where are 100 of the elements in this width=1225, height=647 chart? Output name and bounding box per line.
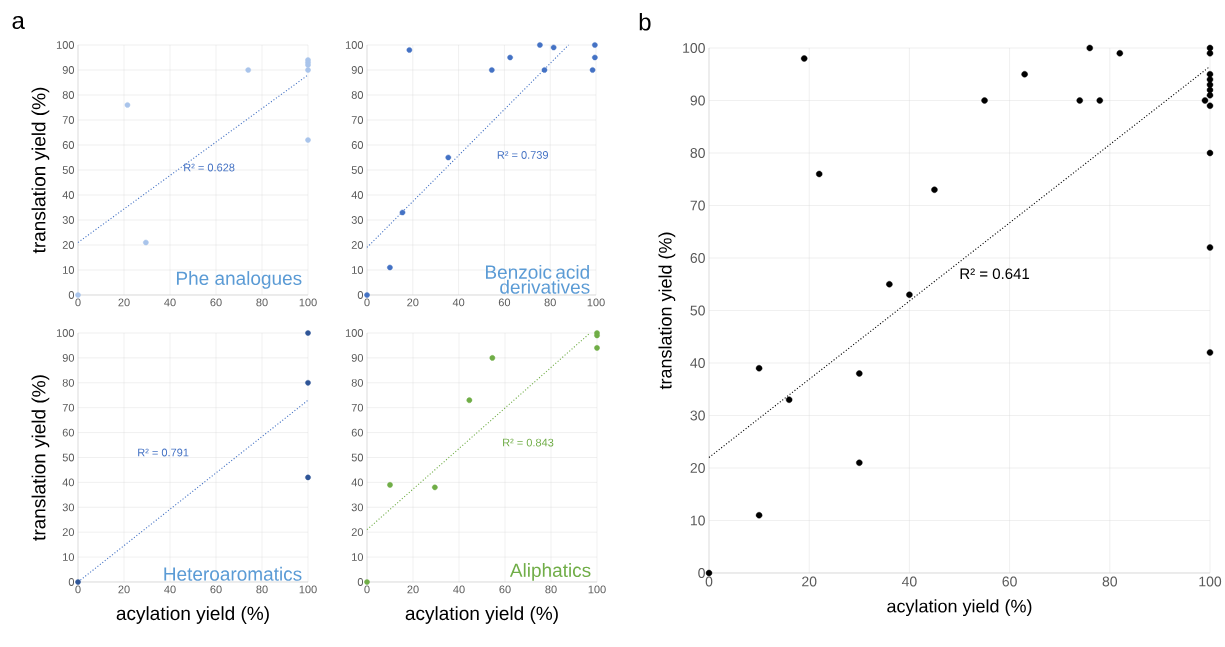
y-tick-label: 90 (62, 66, 75, 74)
y-tick-label: 100 (683, 43, 705, 53)
y-tick-label: 60 (351, 428, 364, 437)
text: b (639, 12, 651, 31)
x-tick-label: 40 (453, 585, 465, 594)
x-tick-label: 60 (498, 298, 511, 307)
x-tick-label: 100 (1199, 576, 1222, 587)
y-tick-label: 50 (690, 305, 705, 316)
y-tick-label: 70 (62, 403, 75, 412)
y-tick-label: 40 (351, 191, 364, 199)
y-tick-label: 20 (351, 528, 364, 537)
y-tick-label: 70 (351, 403, 364, 412)
y-tick-label: 80 (62, 378, 75, 387)
y-tick-label: 50 (62, 166, 75, 174)
y-tick-label: 10 (63, 553, 75, 561)
x-tick-label: 100 (299, 298, 317, 307)
y-tick-label: 100 (56, 41, 75, 49)
x-axis-title: acylation yield (%) (405, 606, 558, 624)
x-tick-label: 40 (164, 585, 176, 594)
x-tick-label: 0 (705, 576, 713, 587)
y-tick-label: 10 (352, 266, 364, 274)
y-tick-label: 40 (351, 478, 364, 487)
y-tick-label: 10 (63, 266, 75, 274)
x-tick-label: 60 (210, 298, 222, 307)
y-tick-label: 30 (62, 216, 75, 224)
x-tick-label: 80 (1102, 576, 1118, 587)
annotation: Phe analogues (176, 271, 302, 289)
y-tick-label: 80 (62, 91, 75, 99)
annotation: R² = 0.628 (184, 163, 235, 172)
x-axis-title: acylation yield (%) (887, 599, 1032, 617)
y-tick-label: 50 (351, 166, 364, 174)
y-tick-label: 60 (62, 141, 75, 149)
x-tick-label: 20 (407, 298, 419, 307)
y-tick-label: 70 (62, 116, 75, 124)
y-tick-label: 60 (62, 428, 75, 437)
y-tick-label: 50 (62, 453, 75, 462)
x-tick-label: 0 (364, 298, 370, 307)
annotation: R² = 0.843 (503, 438, 554, 447)
y-tick-label: 80 (690, 148, 705, 158)
x-tick-label: 80 (256, 585, 268, 594)
x-tick-label: 20 (118, 585, 130, 594)
annotation: R² = 0.739 (497, 151, 549, 159)
x-tick-label: 60 (1002, 576, 1017, 587)
y-tick-label: 0 (68, 291, 75, 299)
y-tick-label: 100 (56, 329, 75, 337)
y-tick-label: 20 (690, 463, 705, 473)
y-tick-label: 60 (690, 253, 705, 263)
y-tick-label: 90 (690, 95, 705, 106)
y-tick-label: 10 (352, 553, 364, 561)
x-tick-label: 0 (75, 585, 81, 594)
x-tick-label: 20 (407, 585, 419, 594)
y-tick-label: 40 (62, 478, 75, 487)
y-tick-label: 100 (345, 41, 364, 49)
x-axis-title: acylation yield (%) (116, 606, 269, 624)
x-tick-label: 40 (452, 298, 465, 307)
x-tick-label: 80 (545, 585, 557, 594)
y-tick-label: 80 (351, 378, 364, 387)
y-tick-label: 30 (351, 216, 364, 224)
y-tick-label: 20 (62, 241, 75, 249)
y-axis-title: translation yield (%) (31, 87, 50, 254)
x-tick-label: 20 (802, 576, 817, 587)
x-tick-label: 60 (499, 585, 511, 594)
x-tick-label: 80 (256, 298, 268, 307)
y-tick-label: 30 (62, 503, 75, 512)
y-tick-label: 100 (345, 329, 364, 337)
x-tick-label: 40 (901, 576, 917, 587)
y-tick-label: 40 (62, 191, 75, 199)
y-tick-label: 0 (698, 568, 705, 578)
y-tick-label: 80 (351, 91, 364, 99)
y-tick-label: 90 (351, 66, 364, 74)
y-axis-title: translation yield (%) (658, 232, 676, 390)
y-tick-label: 10 (690, 515, 705, 526)
annotation: R² = 0.641 (960, 268, 1030, 280)
x-tick-label: 0 (75, 298, 81, 307)
y-tick-label: 30 (351, 503, 364, 512)
y-tick-label: 70 (690, 200, 705, 211)
x-tick-label: 0 (364, 585, 370, 594)
annotation: Heteroaromatics (164, 566, 302, 581)
x-tick-label: 60 (210, 585, 222, 594)
y-tick-label: 0 (357, 291, 364, 299)
y-tick-label: 60 (351, 141, 364, 149)
y-tick-label: 90 (351, 354, 364, 362)
x-tick-label: 40 (164, 298, 176, 307)
y-tick-label: 20 (351, 241, 364, 249)
y-tick-label: 20 (62, 528, 75, 537)
x-tick-label: 80 (544, 298, 556, 307)
y-axis-title: translation yield (%) (31, 375, 50, 541)
annotation: Benzoic acid derivatives (485, 264, 590, 294)
annotation: Aliphatics (509, 563, 591, 581)
x-tick-label: 100 (588, 585, 606, 594)
annotation: R² = 0.791 (138, 448, 189, 457)
x-tick-label: 100 (299, 585, 317, 594)
y-tick-label: 40 (690, 358, 705, 368)
text: a (12, 15, 25, 30)
y-tick-label: 50 (351, 453, 364, 462)
y-tick-label: 90 (62, 354, 75, 362)
y-tick-label: 70 (351, 116, 364, 124)
y-tick-label: 30 (690, 410, 705, 421)
x-tick-label: 20 (118, 298, 130, 307)
x-tick-label: 100 (587, 298, 605, 307)
